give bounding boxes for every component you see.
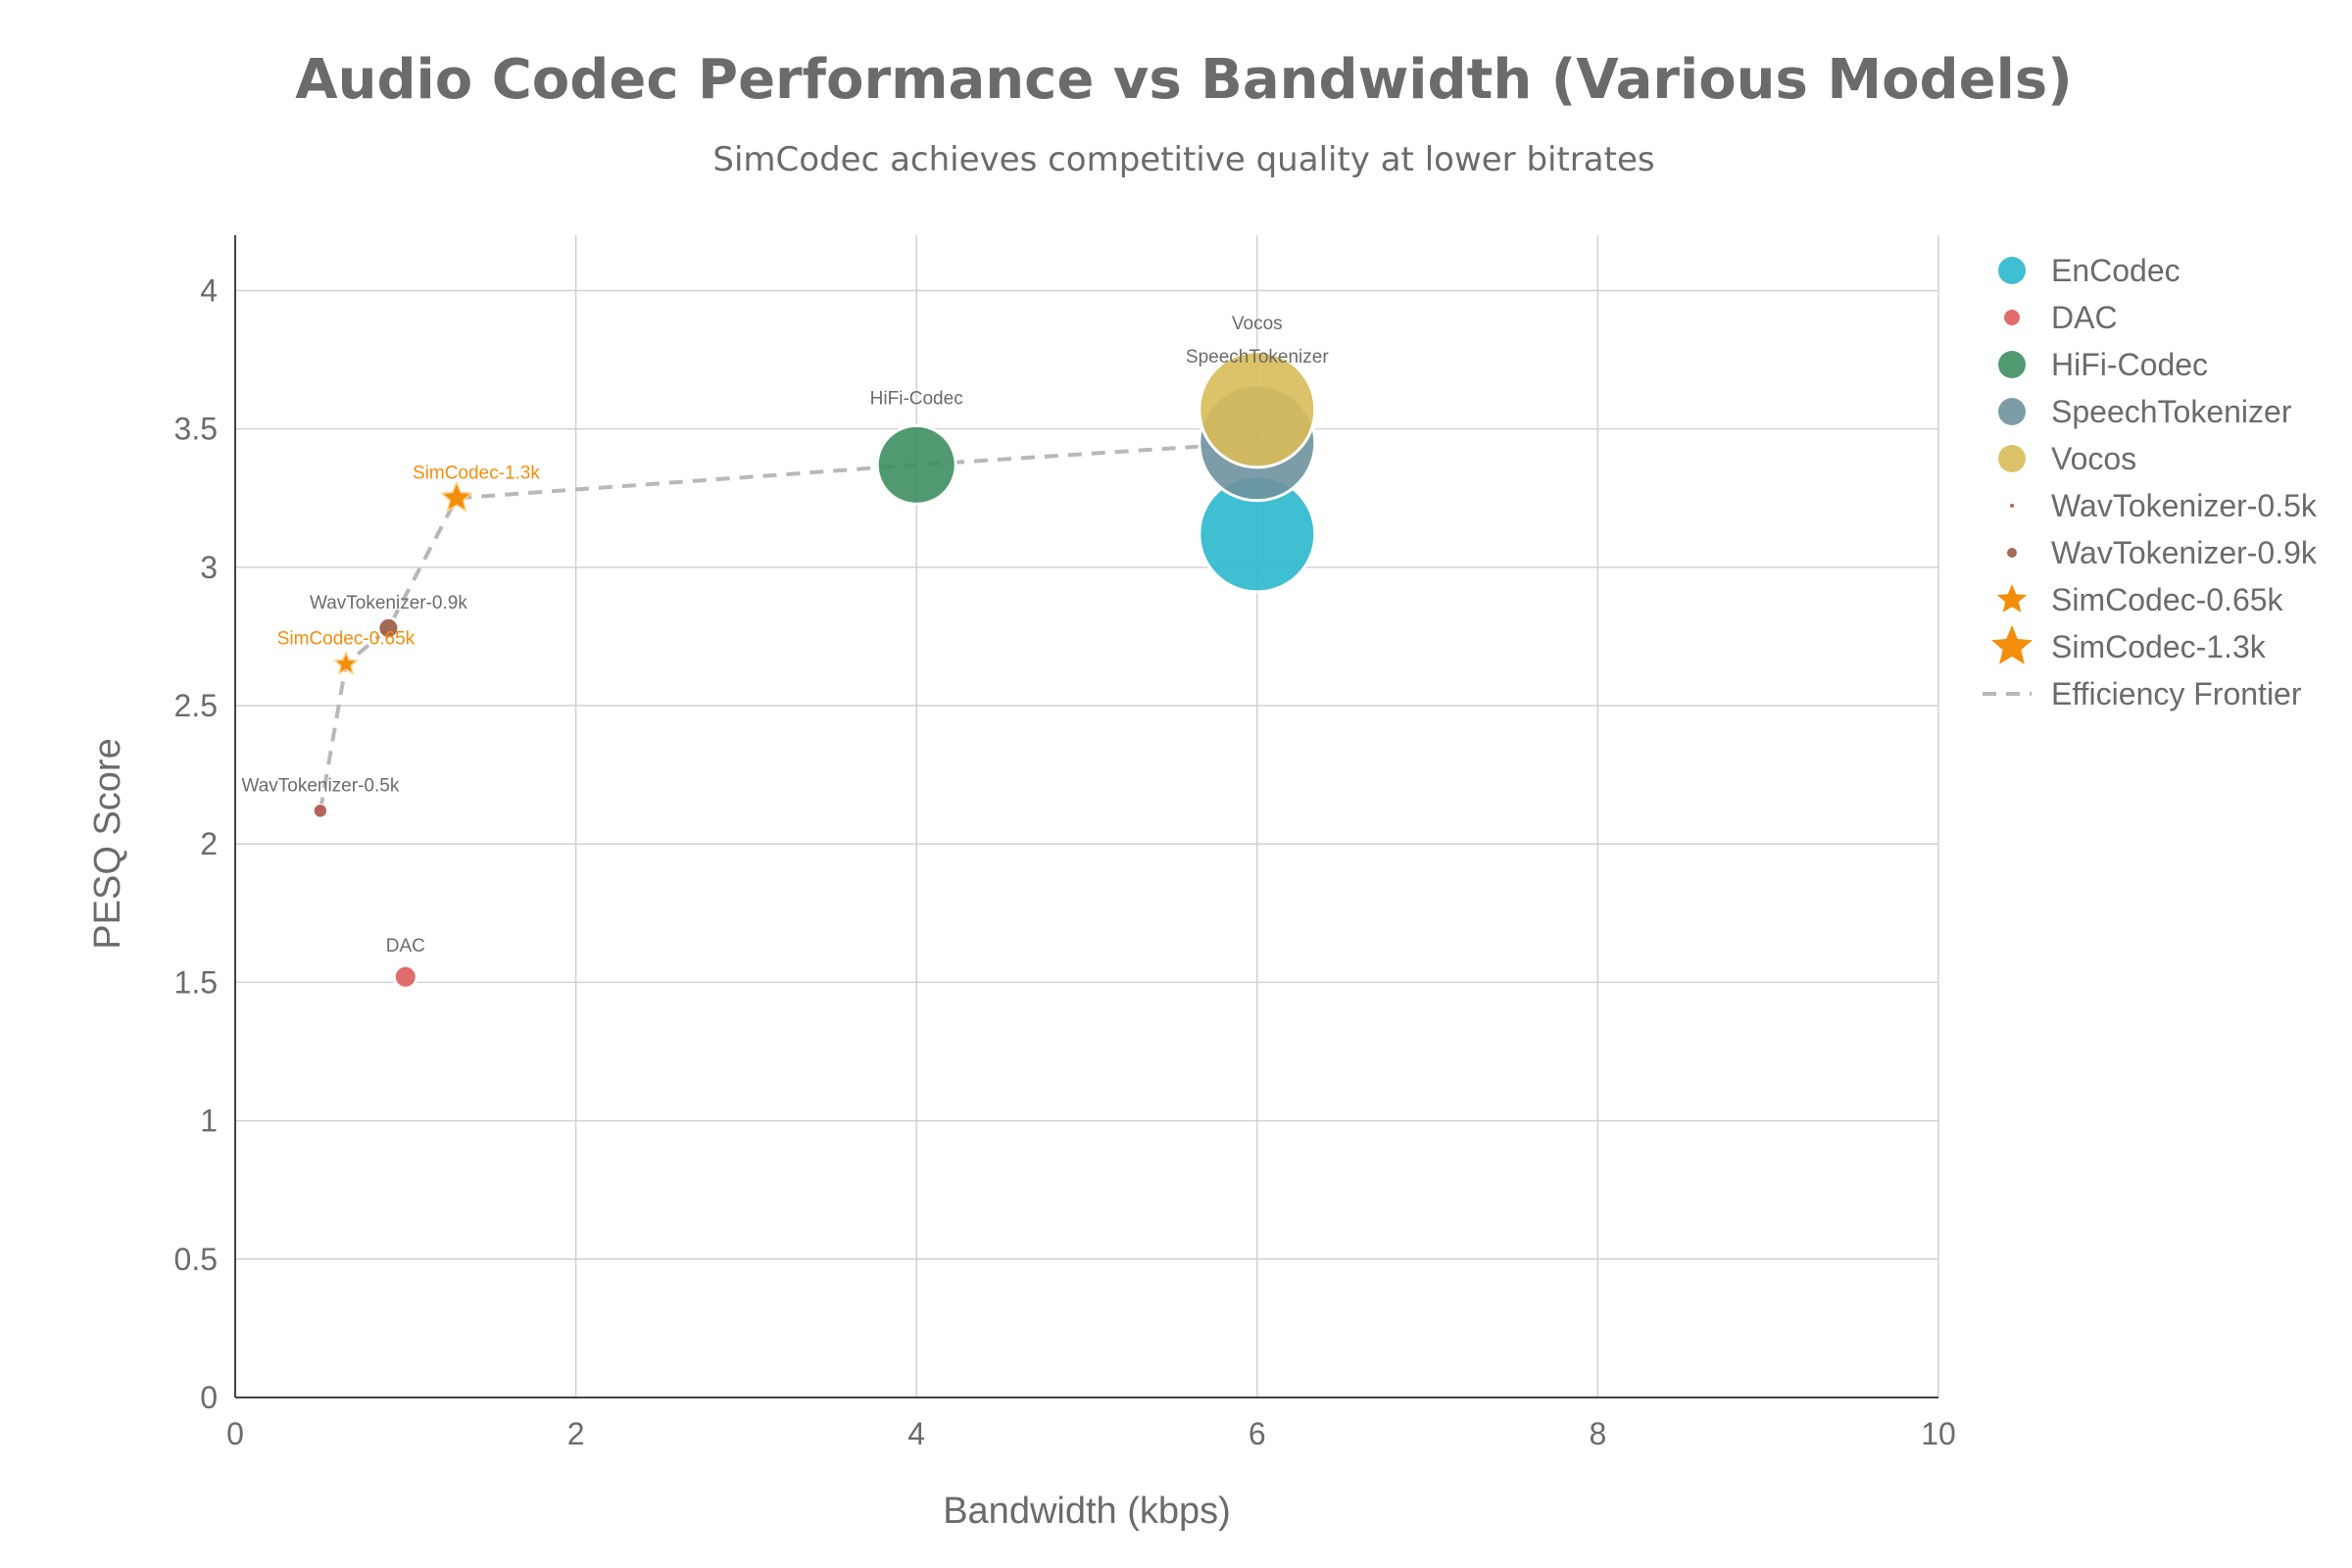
y-tick-label: 0 [200, 1380, 218, 1415]
legend-item-encodec[interactable]: EnCodec [1998, 253, 2180, 288]
label-simcodec-0-65k: SimCodec-0.65k [277, 629, 416, 650]
y-tick-label: 3 [200, 550, 218, 585]
grid [235, 235, 1939, 1397]
x-tick-label: 0 [226, 1416, 244, 1451]
legend-label-simcodec-0-65k: SimCodec-0.65k [2051, 582, 2284, 617]
legend-item-simcodec-0-65k[interactable]: SimCodec-0.65k [1996, 582, 2284, 617]
y-tick-label: 1 [200, 1103, 218, 1139]
legend-label-vocos: Vocos [2051, 441, 2136, 476]
legend-marker-vocos [1998, 445, 2026, 472]
legend-marker-encodec [1998, 257, 2026, 284]
legend-marker-simcodec-1-3k [1991, 625, 2033, 664]
label-wavtokenizer-0-9k: WavTokenizer-0.9k [310, 593, 467, 613]
legend-item-dac[interactable]: DAC [2004, 300, 2118, 335]
legend-label-hifi-codec: HiFi-Codec [2051, 347, 2208, 382]
legend-item-wavtokenizer-0-5k[interactable]: WavTokenizer-0.5k [2010, 488, 2318, 523]
label-hifi-codec: HiFi-Codec [870, 388, 963, 409]
x-tick-label: 10 [1921, 1416, 1956, 1451]
label-vocos: Vocos [1232, 314, 1283, 334]
y-tick-label: 1.5 [174, 964, 218, 1000]
legend-item-speechtokenizer[interactable]: SpeechTokenizer [1998, 394, 2292, 429]
x-tick-label: 2 [567, 1416, 585, 1451]
legend-marker-dac [2004, 310, 2020, 325]
x-tick-label: 8 [1590, 1416, 1607, 1451]
x-tick-label: 6 [1249, 1416, 1266, 1451]
legend-item-simcodec-1-3k[interactable]: SimCodec-1.3k [1991, 625, 2267, 664]
legend[interactable]: EnCodec DAC HiFi-Codec SpeechTokenizer Vocos… [1983, 253, 2318, 711]
x-axis-label: Bandwidth (kbps) [943, 1491, 1231, 1532]
legend-marker-wavtokenizer-0-9k [2007, 548, 2017, 558]
legend-label-speechtokenizer: SpeechTokenizer [2051, 394, 2292, 429]
legend-label-wavtokenizer-0-5k: WavTokenizer-0.5k [2051, 488, 2318, 523]
y-tick-label: 3.5 [174, 412, 218, 447]
point-dac [392, 963, 418, 990]
axes [234, 235, 1938, 1398]
legend-label-encodec: EnCodec [2051, 253, 2180, 288]
y-axis-label: PESQ Score [87, 738, 128, 949]
chart-title: Audio Codec Performance vs Bandwidth (Va… [295, 48, 2073, 112]
point-wavtokenizer-0-5k [313, 804, 328, 818]
legend-item-vocos[interactable]: Vocos [1998, 441, 2136, 476]
legend-item-efficiency-frontier[interactable]: Efficiency Frontier [1983, 676, 2302, 711]
x-tick-label: 4 [907, 1416, 925, 1451]
point-labels: DAC HiFi-Codec SpeechTokenizer Vocos WavToke… [241, 314, 1329, 956]
label-speechtokenizer: SpeechTokenizer [1186, 347, 1329, 368]
legend-label-wavtokenizer-0-9k: WavTokenizer-0.9k [2051, 535, 2318, 570]
legend-label-efficiency-frontier: Efficiency Frontier [2051, 676, 2302, 711]
label-simcodec-1-3k: SimCodec-1.3k [413, 463, 540, 483]
label-dac: DAC [386, 936, 425, 956]
legend-item-hifi-codec[interactable]: HiFi-Codec [1998, 347, 2208, 382]
tick-labels: 0 2 4 6 8 10 0 0.5 1 1.5 2 2.5 3 3.5 4 [174, 272, 1956, 1451]
y-tick-label: 0.5 [174, 1242, 218, 1277]
point-vocos [1198, 350, 1317, 469]
legend-label-dac: DAC [2051, 300, 2118, 335]
legend-marker-speechtokenizer [1998, 398, 2026, 425]
legend-marker-hifi-codec [1998, 351, 2026, 378]
point-hifi-codec [875, 423, 957, 506]
y-tick-label: 2 [200, 826, 218, 861]
data-points [313, 350, 1317, 990]
point-simcodec-1-3k [440, 480, 473, 513]
legend-label-simcodec-1-3k: SimCodec-1.3k [2051, 629, 2267, 664]
legend-item-wavtokenizer-0-9k[interactable]: WavTokenizer-0.9k [2007, 535, 2318, 570]
chart-subtitle: SimCodec achieves competitive quality at… [712, 140, 1654, 179]
label-wavtokenizer-0-5k: WavTokenizer-0.5k [241, 775, 399, 796]
y-tick-label: 2.5 [174, 688, 218, 723]
point-wavtokenizer-0-9k [376, 615, 401, 641]
legend-marker-wavtokenizer-0-5k [2010, 504, 2014, 508]
point-simcodec-0-65k [332, 650, 360, 675]
legend-marker-simcodec-0-65k [1996, 584, 2028, 612]
y-tick-label: 4 [200, 272, 218, 308]
